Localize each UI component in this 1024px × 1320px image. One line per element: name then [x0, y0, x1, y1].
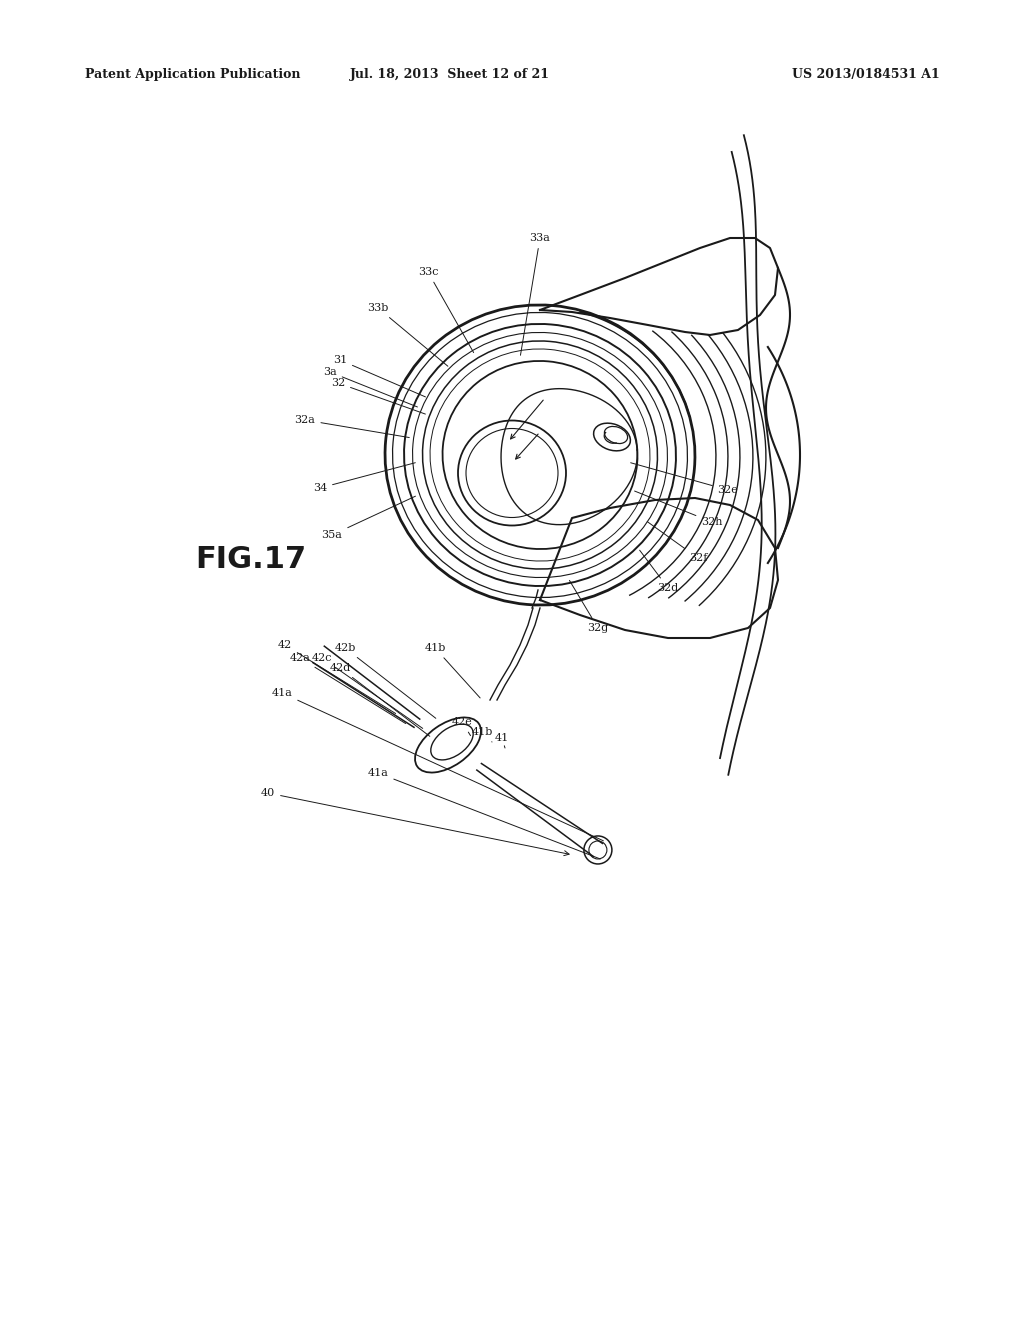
Text: 42a: 42a	[290, 653, 406, 723]
Text: 41a: 41a	[271, 688, 603, 841]
Text: Patent Application Publication: Patent Application Publication	[85, 69, 300, 81]
Text: 42c: 42c	[311, 653, 423, 729]
Text: 3a: 3a	[324, 367, 418, 407]
Text: 40: 40	[261, 788, 569, 855]
Text: 32f: 32f	[647, 521, 708, 564]
Text: 32a: 32a	[295, 414, 410, 437]
Text: US 2013/0184531 A1: US 2013/0184531 A1	[793, 69, 940, 81]
Text: 41a: 41a	[368, 768, 600, 859]
Text: 33b: 33b	[368, 304, 447, 366]
Text: 32e: 32e	[631, 463, 738, 495]
Text: 42e: 42e	[452, 717, 472, 735]
Text: 42d: 42d	[330, 663, 430, 737]
Text: 34: 34	[313, 463, 416, 492]
Text: 31: 31	[333, 355, 425, 397]
Text: 32h: 32h	[635, 491, 723, 527]
Text: 35a: 35a	[322, 496, 416, 540]
Text: 42: 42	[278, 640, 395, 714]
Text: 32: 32	[331, 378, 425, 414]
Text: 32d: 32d	[640, 550, 679, 593]
Text: Jul. 18, 2013  Sheet 12 of 21: Jul. 18, 2013 Sheet 12 of 21	[350, 69, 550, 81]
Text: 41b: 41b	[471, 727, 493, 742]
Text: 33c: 33c	[418, 267, 474, 352]
Text: 42b: 42b	[334, 643, 436, 718]
Text: 33a: 33a	[520, 234, 551, 355]
Text: 41b: 41b	[424, 643, 480, 698]
Text: 41: 41	[495, 733, 509, 748]
Text: 32g: 32g	[569, 581, 608, 634]
Text: FIG.17: FIG.17	[195, 545, 306, 574]
